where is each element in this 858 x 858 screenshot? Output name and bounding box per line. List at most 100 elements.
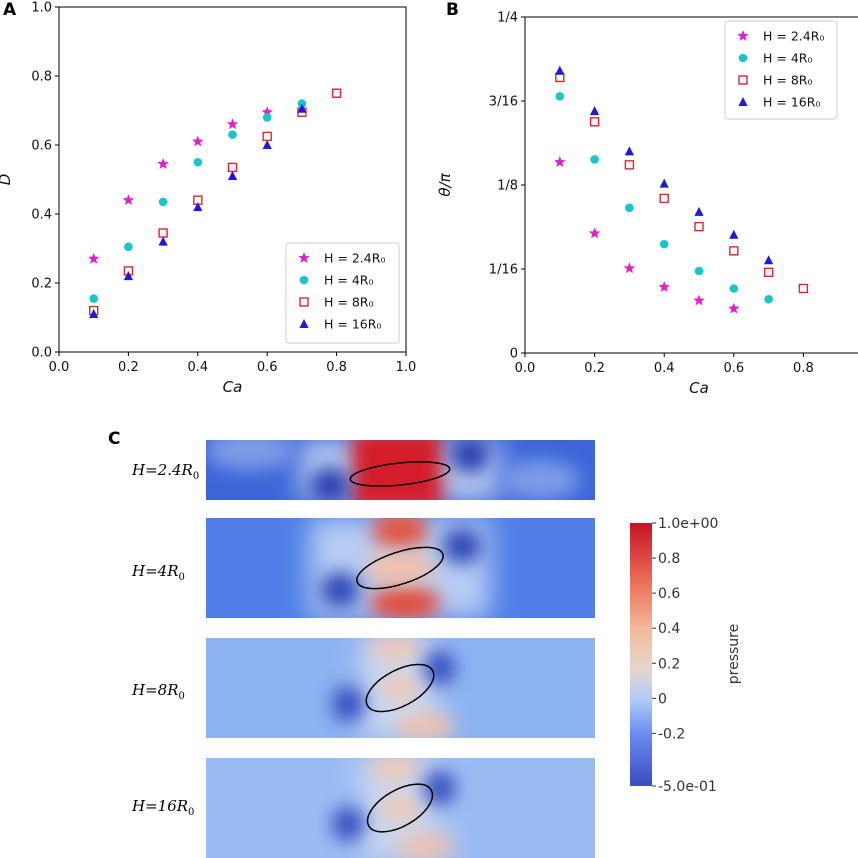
colorbar-tick-label: -0.2 bbox=[658, 726, 685, 742]
legend-marker bbox=[298, 252, 310, 263]
row-label: H=4R0 bbox=[131, 562, 185, 583]
pressure-field-4 bbox=[206, 758, 595, 858]
row-label: H=2.4R0 bbox=[131, 461, 199, 482]
data-point bbox=[158, 228, 168, 238]
data-point bbox=[694, 266, 704, 276]
legend-marker bbox=[738, 53, 748, 63]
data-point bbox=[158, 197, 168, 207]
data-point bbox=[555, 91, 565, 101]
legend-label: H = 16R₀ bbox=[763, 95, 820, 110]
data-point bbox=[590, 106, 600, 116]
data-point bbox=[729, 284, 739, 293]
data-point bbox=[331, 88, 342, 98]
data-point bbox=[228, 130, 237, 139]
field-pattern bbox=[380, 796, 420, 820]
data-point bbox=[623, 262, 636, 274]
data-point bbox=[554, 156, 566, 168]
legend-marker bbox=[299, 297, 309, 307]
y-tick-label: 0 bbox=[510, 347, 518, 362]
y-tick-label: 1/8 bbox=[497, 179, 518, 194]
x-tick-label: 0.6 bbox=[257, 360, 278, 375]
legend-marker bbox=[299, 275, 309, 285]
data-point bbox=[694, 206, 704, 216]
data-point bbox=[728, 302, 740, 314]
y-tick-label: 0.4 bbox=[31, 208, 52, 223]
colorbar-tick-label: 0 bbox=[658, 691, 667, 707]
y-tick-label: 1.0 bbox=[31, 1, 52, 16]
legend-marker bbox=[738, 97, 748, 106]
field-low-pressure bbox=[320, 572, 360, 608]
field-low-pressure bbox=[310, 467, 350, 500]
data-point bbox=[123, 271, 133, 281]
data-point bbox=[624, 146, 634, 156]
data-point bbox=[764, 255, 774, 265]
colorbar-tick-label: 0.6 bbox=[658, 586, 680, 602]
legend-label: H = 8R₀ bbox=[324, 295, 373, 310]
y-axis-label: D bbox=[0, 174, 14, 186]
x-tick-label: 0.4 bbox=[187, 360, 208, 375]
data-point bbox=[297, 99, 307, 108]
data-point bbox=[659, 239, 669, 249]
panel-label-b: B bbox=[446, 0, 459, 20]
chart-b-inclination-angle: 0.00.20.40.60.81.001/161/83/161/4Caθ/πH … bbox=[438, 11, 858, 397]
data-point bbox=[764, 294, 773, 304]
data-point bbox=[158, 236, 168, 246]
x-tick-label: 0.0 bbox=[49, 360, 70, 375]
colorbar-tick-label: 0.2 bbox=[658, 656, 680, 672]
y-tick-label: 0.2 bbox=[31, 277, 52, 292]
legend-label: H = 2.4R₀ bbox=[324, 251, 385, 266]
field-pattern bbox=[370, 758, 420, 780]
data-point bbox=[262, 113, 272, 122]
data-point bbox=[227, 171, 238, 181]
data-point bbox=[729, 229, 739, 239]
x-tick-label: 0.6 bbox=[723, 361, 744, 376]
data-point bbox=[555, 65, 565, 75]
field-pattern bbox=[206, 440, 295, 470]
pressure-field-3 bbox=[206, 638, 595, 738]
field-low-pressure bbox=[450, 440, 490, 473]
data-point bbox=[89, 294, 98, 303]
data-point bbox=[261, 106, 273, 118]
chart-c-pressure-fields: H=2.4R0 H=4R0 H=8R0 H=16R0 1.0e+00 0.8 0.6 0.4 0… bbox=[131, 440, 742, 858]
plot-frame bbox=[58, 6, 407, 353]
field-high-pressure bbox=[372, 518, 428, 550]
data-point bbox=[729, 246, 739, 256]
data-point bbox=[589, 117, 600, 127]
pressure-field-2 bbox=[206, 518, 595, 618]
data-point bbox=[588, 227, 601, 239]
legend-label: H = 4R₀ bbox=[324, 273, 373, 288]
legend-marker bbox=[738, 75, 748, 85]
colorbar-tick-label: 0.8 bbox=[658, 551, 680, 567]
field-pattern bbox=[380, 676, 420, 700]
x-tick-label: 0.8 bbox=[326, 360, 347, 375]
x-axis-label: Ca bbox=[689, 379, 709, 397]
field-low-pressure bbox=[332, 806, 364, 842]
x-tick-label: 0.2 bbox=[118, 360, 139, 375]
x-tick-label: 0.8 bbox=[793, 361, 814, 376]
legend-marker bbox=[737, 30, 749, 41]
data-point bbox=[226, 118, 239, 130]
x-axis-label: Ca bbox=[223, 378, 243, 396]
drop-outline bbox=[366, 783, 434, 833]
drop-outline bbox=[356, 546, 444, 590]
legend-label: H = 16R₀ bbox=[324, 317, 381, 332]
x-tick-label: 0.2 bbox=[584, 361, 605, 376]
panel-label-c: C bbox=[108, 429, 121, 449]
panel-label-a: A bbox=[3, 0, 17, 20]
field-pattern bbox=[500, 460, 580, 500]
y-axis-label: θ/π bbox=[438, 172, 454, 196]
data-point bbox=[659, 193, 669, 204]
legend-label: H = 2.4R₀ bbox=[763, 29, 824, 44]
row-label: H=8R0 bbox=[131, 681, 185, 702]
field-high-pressure bbox=[352, 440, 442, 500]
data-point bbox=[124, 242, 133, 252]
y-tick-label: 0.8 bbox=[31, 70, 52, 85]
data-point bbox=[590, 155, 599, 164]
colorbar-label: pressure bbox=[726, 624, 742, 684]
colorbar-tick-label: 1.0e+00 bbox=[658, 516, 718, 532]
legend-box bbox=[285, 242, 400, 344]
y-tick-label: 1/16 bbox=[489, 263, 518, 278]
data-point bbox=[625, 203, 634, 213]
field-pattern bbox=[370, 638, 420, 660]
field-pattern bbox=[395, 714, 455, 738]
